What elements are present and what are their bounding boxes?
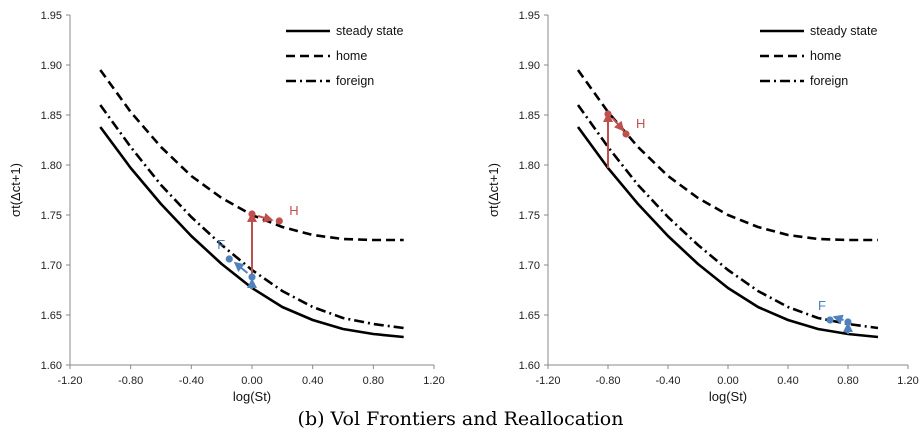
x-tick-label: -1.20 (535, 375, 560, 387)
x-axis-label: log(St) (233, 389, 271, 404)
legend-label: home (336, 49, 367, 63)
x-tick-label: -0.80 (595, 375, 620, 387)
foreign-shift-arrow (832, 314, 844, 325)
y-tick-label: 1.90 (41, 60, 62, 72)
y-axis-label: σt(Δct+1) (8, 163, 23, 217)
foreign-point-marker (248, 273, 256, 281)
series-line-steady-state (576, 126, 879, 339)
legend-label: steady state (336, 24, 403, 38)
y-tick-label: 1.70 (41, 260, 62, 272)
legend-label: foreign (810, 74, 848, 88)
y-tick-label: 1.65 (519, 310, 540, 322)
x-tick-label: 1.20 (897, 375, 918, 387)
x-tick-label: 0.80 (363, 375, 384, 387)
home-point-marker (248, 210, 256, 218)
series-line-foreign (576, 104, 879, 330)
y-tick-label: 1.75 (519, 210, 540, 222)
y-tick-label: 1.80 (519, 160, 540, 172)
series-line-home (576, 69, 878, 242)
y-tick-label: 1.95 (519, 10, 540, 22)
x-tick-label: -0.80 (118, 375, 143, 387)
x-tick-label: 0.00 (717, 375, 738, 387)
x-tick-label: 0.40 (777, 375, 798, 387)
y-tick-label: 1.65 (41, 310, 62, 322)
home-point-label: H (636, 116, 645, 131)
right-chart-panel: 1.60 1.65 1.70 1.75 1.80 1.85 1.90 1.95 -1.20 -0.… (486, 10, 919, 404)
foreign-shift-arrow (233, 261, 249, 274)
left-chart-panel: 1.60 1.65 1.70 1.75 1.80 1.85 1.90 1.95 -1.20 -0.… (8, 10, 445, 404)
x-tick-label: -0.40 (655, 375, 680, 387)
foreign-point-label: F (217, 237, 225, 252)
x-axis-label: log(St) (709, 389, 747, 404)
foreign-point-label: F (818, 298, 826, 313)
y-tick-label: 1.85 (41, 110, 62, 122)
figure-caption: (b) Vol Frontiers and Reallocation (297, 408, 624, 430)
x-tick-label: -0.40 (179, 375, 204, 387)
x-tick-label: 0.40 (302, 375, 323, 387)
home-point-marker (622, 130, 630, 138)
foreign-point-marker (844, 318, 852, 326)
legend-label: steady state (810, 24, 877, 38)
y-tick-label: 1.95 (41, 10, 62, 22)
x-tick-label: 1.20 (423, 375, 444, 387)
home-shift-arrow (611, 117, 625, 132)
home-point-marker (604, 110, 612, 118)
foreign-point-marker (225, 255, 233, 263)
y-tick-label: 1.75 (41, 210, 62, 222)
x-tick-label: 0.00 (241, 375, 262, 387)
y-tick-label: 1.70 (519, 260, 540, 272)
home-shift-arrow (257, 212, 274, 223)
y-tick-label: 1.60 (41, 360, 62, 372)
y-tick-label: 1.90 (519, 60, 540, 72)
legend-label: home (810, 49, 841, 63)
y-tick-label: 1.80 (41, 160, 62, 172)
y-tick-label: 1.60 (519, 360, 540, 372)
home-point-label: H (289, 203, 298, 218)
legend-label: foreign (336, 74, 374, 88)
home-point-marker (275, 217, 283, 225)
foreign-point-marker (826, 316, 834, 324)
figure-canvas: 1.60 1.65 1.70 1.75 1.80 1.85 1.90 1.95 -1.20 -0.… (8, 10, 919, 404)
y-tick-label: 1.85 (519, 110, 540, 122)
y-axis-label: σt(Δct+1) (486, 163, 501, 217)
x-tick-label: -1.20 (57, 375, 82, 387)
x-tick-label: 0.80 (837, 375, 858, 387)
